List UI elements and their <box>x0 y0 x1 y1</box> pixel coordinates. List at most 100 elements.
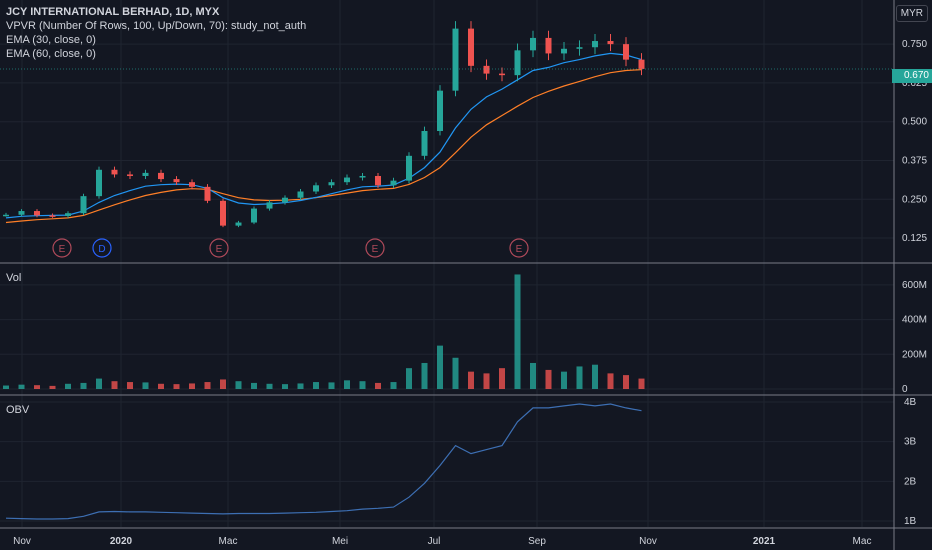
time-tick-label: 2020 <box>110 536 133 547</box>
ema30-series <box>5 52 642 219</box>
candle-body <box>437 90 443 131</box>
candle-body <box>96 169 102 197</box>
ema30-legend[interactable]: EMA (30, close, 0) <box>6 34 96 46</box>
candle-body <box>142 172 149 176</box>
volume-bar <box>297 383 304 389</box>
volume-bar <box>592 364 598 389</box>
volume-tick-label: 400M <box>902 315 927 326</box>
obv-series <box>5 403 642 520</box>
candle-body <box>173 179 180 183</box>
volume-bar <box>127 382 133 389</box>
volume-pane-label[interactable]: Vol <box>6 272 22 284</box>
candle-body <box>406 155 412 181</box>
candle-body <box>251 208 257 223</box>
candle-body <box>80 196 87 214</box>
time-tick-label: Mei <box>332 536 348 547</box>
candle-body <box>18 211 25 215</box>
ema60-line <box>5 69 642 224</box>
volume-bar <box>623 375 629 389</box>
candle-body <box>530 37 536 51</box>
ema60-legend[interactable]: EMA (60, close, 0) <box>6 48 96 60</box>
volume-bars <box>3 274 645 389</box>
volume-bar <box>468 371 474 389</box>
symbol-title[interactable]: JCY INTERNATIONAL BERHAD, 1D, MYX <box>6 6 220 18</box>
volume-bar <box>359 381 366 389</box>
volume-tick-label: 200M <box>902 349 927 360</box>
currency-button[interactable]: MYR <box>895 5 928 22</box>
candle-body <box>623 44 629 60</box>
candle-body <box>204 186 211 201</box>
time-tick-label: Mac <box>853 536 872 547</box>
volume-bar <box>437 345 443 389</box>
time-tick-label: 2021 <box>753 536 776 547</box>
volume-bar <box>204 382 211 389</box>
volume-bar <box>638 378 645 389</box>
volume-bar <box>499 368 505 389</box>
candle-body <box>592 41 598 48</box>
earnings-marker[interactable] <box>209 238 229 258</box>
time-tick-label: Mac <box>219 536 238 547</box>
volume-tick-label: 0 <box>902 384 908 395</box>
volume-bar <box>96 378 102 389</box>
candle-body <box>3 214 9 217</box>
candle-body <box>468 28 474 66</box>
volume-bar <box>344 380 350 389</box>
obv-tick-label: 2B <box>904 476 917 487</box>
candle-body <box>359 175 366 178</box>
ema60-series <box>5 69 642 224</box>
volume-bar <box>406 368 412 389</box>
earnings-marker[interactable] <box>52 238 72 258</box>
candle-body <box>189 182 195 187</box>
volume-bar <box>158 383 164 389</box>
time-tick-label: Nov <box>639 536 657 547</box>
candle-body <box>235 222 242 226</box>
volume-bar <box>49 385 56 389</box>
candle-body <box>111 169 118 175</box>
candle-body <box>158 172 164 180</box>
ema30-line <box>5 52 642 219</box>
obv-pane-label[interactable]: OBV <box>6 404 30 416</box>
earnings-marker[interactable] <box>365 238 385 258</box>
volume-bar <box>390 382 397 389</box>
candle-body <box>34 211 40 216</box>
volume-bar <box>421 362 428 389</box>
volume-bar <box>561 371 567 389</box>
earnings-marker[interactable] <box>509 238 529 258</box>
candle-body <box>545 37 552 54</box>
volume-bar <box>189 383 195 389</box>
candle-body <box>282 197 288 203</box>
volume-bar <box>80 382 87 389</box>
candle-body <box>638 59 645 69</box>
candle-body <box>127 174 133 176</box>
obv-tick-label: 4B <box>904 397 917 408</box>
candle-body <box>344 177 350 183</box>
price-tick-label: 0.750 <box>902 39 927 50</box>
price-tick-label: 0.125 <box>902 233 927 244</box>
volume-bar <box>65 383 71 389</box>
vpvr-legend[interactable]: VPVR (Number Of Rows, 100, Up/Down, 70):… <box>6 20 307 32</box>
price-tick-label: 0.500 <box>902 117 927 128</box>
volume-bar <box>530 362 536 389</box>
candle-body <box>220 200 226 226</box>
price-tick-label: 0.625 <box>902 78 927 89</box>
volume-bar <box>282 384 288 389</box>
dividend-marker[interactable] <box>92 238 112 258</box>
event-marker-label: E <box>216 244 223 255</box>
candle-body <box>576 47 583 49</box>
price-tick-label: 0.375 <box>902 155 927 166</box>
event-marker-label: E <box>516 244 523 255</box>
candle-body <box>421 131 428 156</box>
candle-body <box>328 182 335 186</box>
volume-bar <box>173 384 180 389</box>
candle-body <box>483 65 490 74</box>
event-marker-label: E <box>372 244 379 255</box>
volume-bar <box>3 385 9 389</box>
volume-bar <box>34 385 40 389</box>
volume-bar <box>142 382 149 389</box>
volume-bar <box>375 382 381 389</box>
price-tick-label: 0.250 <box>902 194 927 205</box>
candle-body <box>297 191 304 198</box>
